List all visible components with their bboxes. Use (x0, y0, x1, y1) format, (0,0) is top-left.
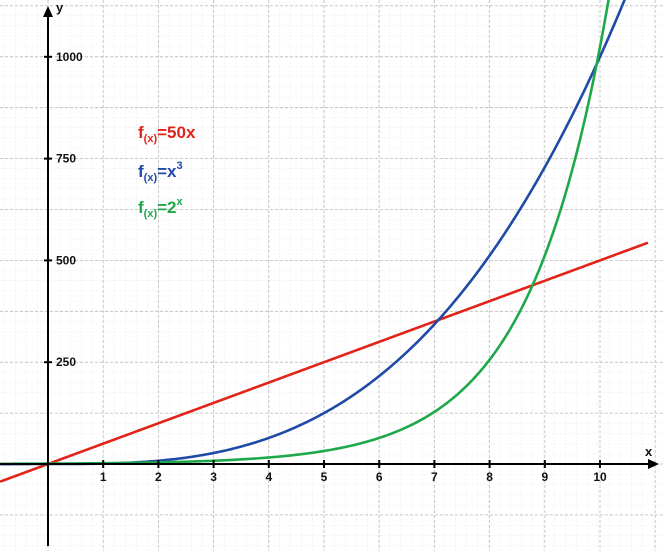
x-tick-label: 10 (593, 470, 607, 484)
x-tick-label: 7 (431, 470, 438, 484)
x-tick-label: 2 (155, 470, 162, 484)
legend-entry-2: f(x)=x3 (138, 160, 183, 184)
x-tick-label: 1 (100, 470, 107, 484)
series-line-1 (0, 241, 649, 483)
legend-entry-3: f(x)=2x (138, 196, 184, 220)
y-tick-label: 750 (56, 152, 76, 166)
y-tick-label: 1000 (56, 50, 83, 64)
x-tick-label: 6 (376, 470, 383, 484)
x-tick-label: 9 (541, 470, 548, 484)
y-axis-arrow (43, 6, 53, 17)
ticks: 12345678910-2502505007501000125015001750… (44, 50, 607, 484)
x-tick-label: 5 (321, 470, 328, 484)
legend: f(x)=50x f(x)=x3 f(x)=2x (138, 123, 196, 220)
legend-entry-1: f(x)=50x (138, 123, 196, 145)
x-tick-label: 8 (486, 470, 493, 484)
y-axis-label: y (56, 0, 64, 15)
x-axis-label: x (645, 444, 653, 459)
y-tick-label: 500 (56, 253, 76, 267)
x-axis-arrow (648, 459, 659, 469)
y-tick-label: 250 (56, 355, 76, 369)
x-tick-label: 4 (265, 470, 272, 484)
x-tick-label: 3 (210, 470, 217, 484)
